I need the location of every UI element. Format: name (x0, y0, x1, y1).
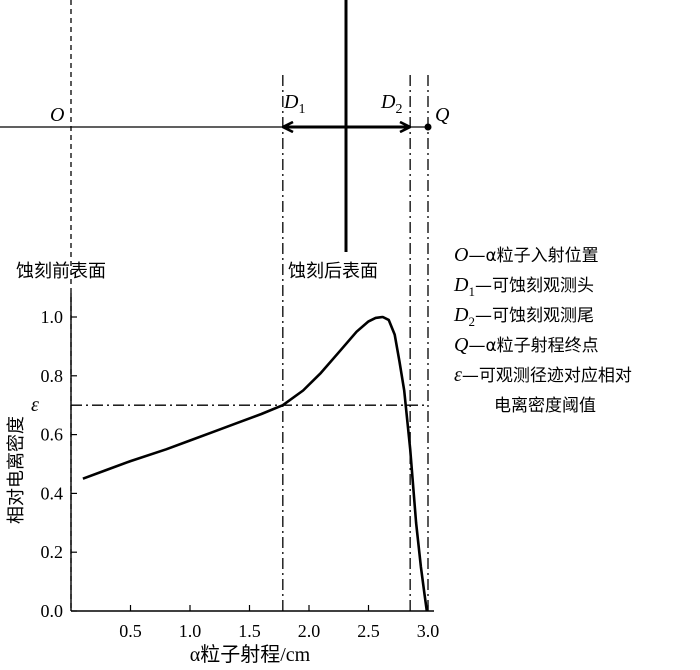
label-d1: D1 (283, 91, 305, 117)
x-tick-label: 0.5 (119, 621, 142, 641)
x-axis-label: α粒子射程/cm (190, 643, 311, 666)
axes: 0.5 1.0 1.5 2.0 2.5 3.0 0.0 0.2 0.4 0.6 0.8 1.0 (41, 293, 440, 641)
x-tick-label: 3.0 (417, 621, 440, 641)
y-tick-label: 0.4 (41, 483, 64, 503)
y-tick-label: 0.0 (41, 601, 64, 621)
legend-item: 电离密度阈值 (494, 396, 596, 416)
y-tick-label: 0.6 (41, 425, 64, 445)
marker-lines (70, 0, 429, 611)
x-tick-label: 1.5 (238, 621, 261, 641)
label-before-surface: 蚀刻前表面 (16, 261, 106, 282)
legend-item: D1—可蚀刻观测头 (453, 274, 594, 299)
legend-item: D2—可蚀刻观测尾 (453, 304, 594, 329)
legend-item: ε—可观测径迹对应相对 (454, 364, 632, 386)
x-tick-label: 2.5 (357, 621, 380, 641)
label-d2: D2 (380, 91, 402, 117)
legend: O—α粒子入射位置 D1—可蚀刻观测头 D2—可蚀刻观测尾 Q—α粒子射程终点 ε—可观… (453, 244, 632, 416)
legend-item: O—α粒子入射位置 (454, 244, 599, 266)
epsilon-tick-label: ε (31, 394, 39, 416)
x-tick-label: 2.0 (298, 621, 321, 641)
label-q: Q (435, 104, 450, 126)
data-series (82, 315, 429, 612)
x-tick-label: 1.0 (179, 621, 202, 641)
y-tick-label: 1.0 (41, 307, 64, 327)
y-axis-label: 相对电离密度 (6, 416, 27, 524)
legend-item: Q—α粒子射程终点 (454, 334, 599, 356)
ionization-curve (82, 315, 429, 612)
y-tick-label: 0.2 (41, 542, 64, 562)
label-o: O (50, 104, 64, 126)
y-tick-label: 0.8 (41, 366, 64, 386)
label-after-surface: 蚀刻后表面 (288, 261, 378, 282)
epsilon-threshold: ε (31, 394, 428, 416)
